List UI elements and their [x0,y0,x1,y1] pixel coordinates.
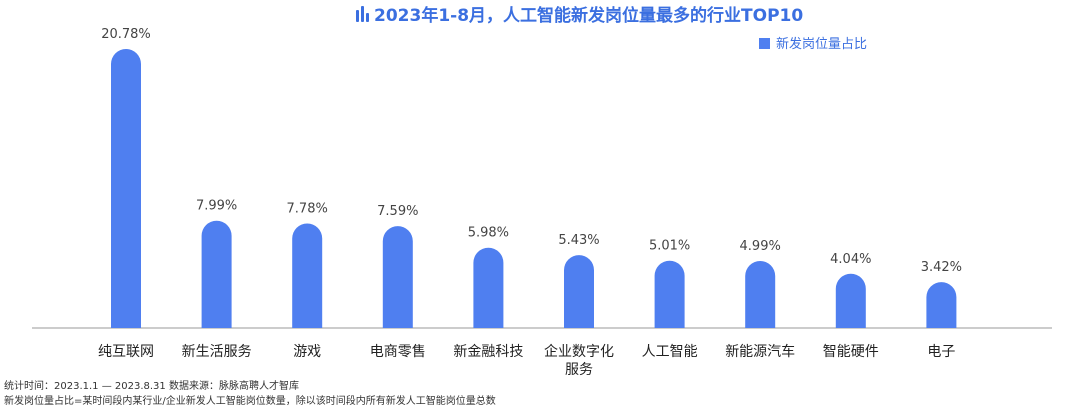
data-label: 5.43% [558,233,599,248]
bar [926,282,957,328]
bar [201,220,232,328]
x-tick-label: 企业数字化 [544,343,614,360]
x-tick-label: 电子 [927,344,955,360]
chart-title-group: 2023年1-8月，人工智能新发岗位量最多的行业TOP10 [356,5,803,26]
legend-entry-label: 新发岗位量占比 [776,36,867,52]
data-label: 7.59% [377,204,418,219]
data-label: 4.99% [740,239,781,254]
x-tick-label: 新生活服务 [182,344,252,360]
bar-chart-icon [356,6,369,22]
footnotes: 统计时间：2023.1.1 — 2023.8.31 数据来源：脉脉高聘人才智库 … [4,379,496,407]
bar [382,226,413,328]
bar [292,223,323,328]
data-label: 7.78% [287,202,328,217]
bar [835,273,866,328]
footnote-source: 统计时间：2023.1.1 — 2023.8.31 数据来源：脉脉高聘人才智库 [4,379,299,392]
bar [111,49,141,328]
legend-swatch [759,38,770,49]
value-labels-group: 20.78% 7.99% 7.78% 7.59% 5.98% 5.43% 5.01% 4.99… [101,27,962,275]
x-tick-label: 游戏 [293,344,321,360]
x-tick-label: 智能硬件 [823,344,879,360]
bars-group [111,49,957,328]
bar [473,247,504,328]
bar [745,261,776,328]
legend: 新发岗位量占比 [759,36,867,52]
data-label: 5.01% [649,239,690,254]
bar [654,260,685,328]
data-label: 3.42% [921,260,962,275]
data-label: 5.98% [468,226,509,241]
data-label: 7.99% [196,199,237,214]
bar [564,255,594,328]
x-tick-label: 电商零售 [370,344,426,360]
x-tick-label: 新金融科技 [453,344,523,360]
x-tick-label: 新能源汽车 [725,343,795,360]
x-tick-label: 人工智能 [642,344,698,360]
data-label: 4.04% [830,252,871,267]
footnote-definition: 新发岗位量占比=某时间段内某行业/企业新发人工智能岗位数量，除以该时间段内所有新… [4,394,496,407]
data-label: 20.78% [101,27,151,42]
chart-title: 2023年1-8月，人工智能新发岗位量最多的行业TOP10 [374,5,803,26]
x-tick-label: 服务 [565,362,593,378]
x-tick-label: 纯互联网 [98,344,154,360]
